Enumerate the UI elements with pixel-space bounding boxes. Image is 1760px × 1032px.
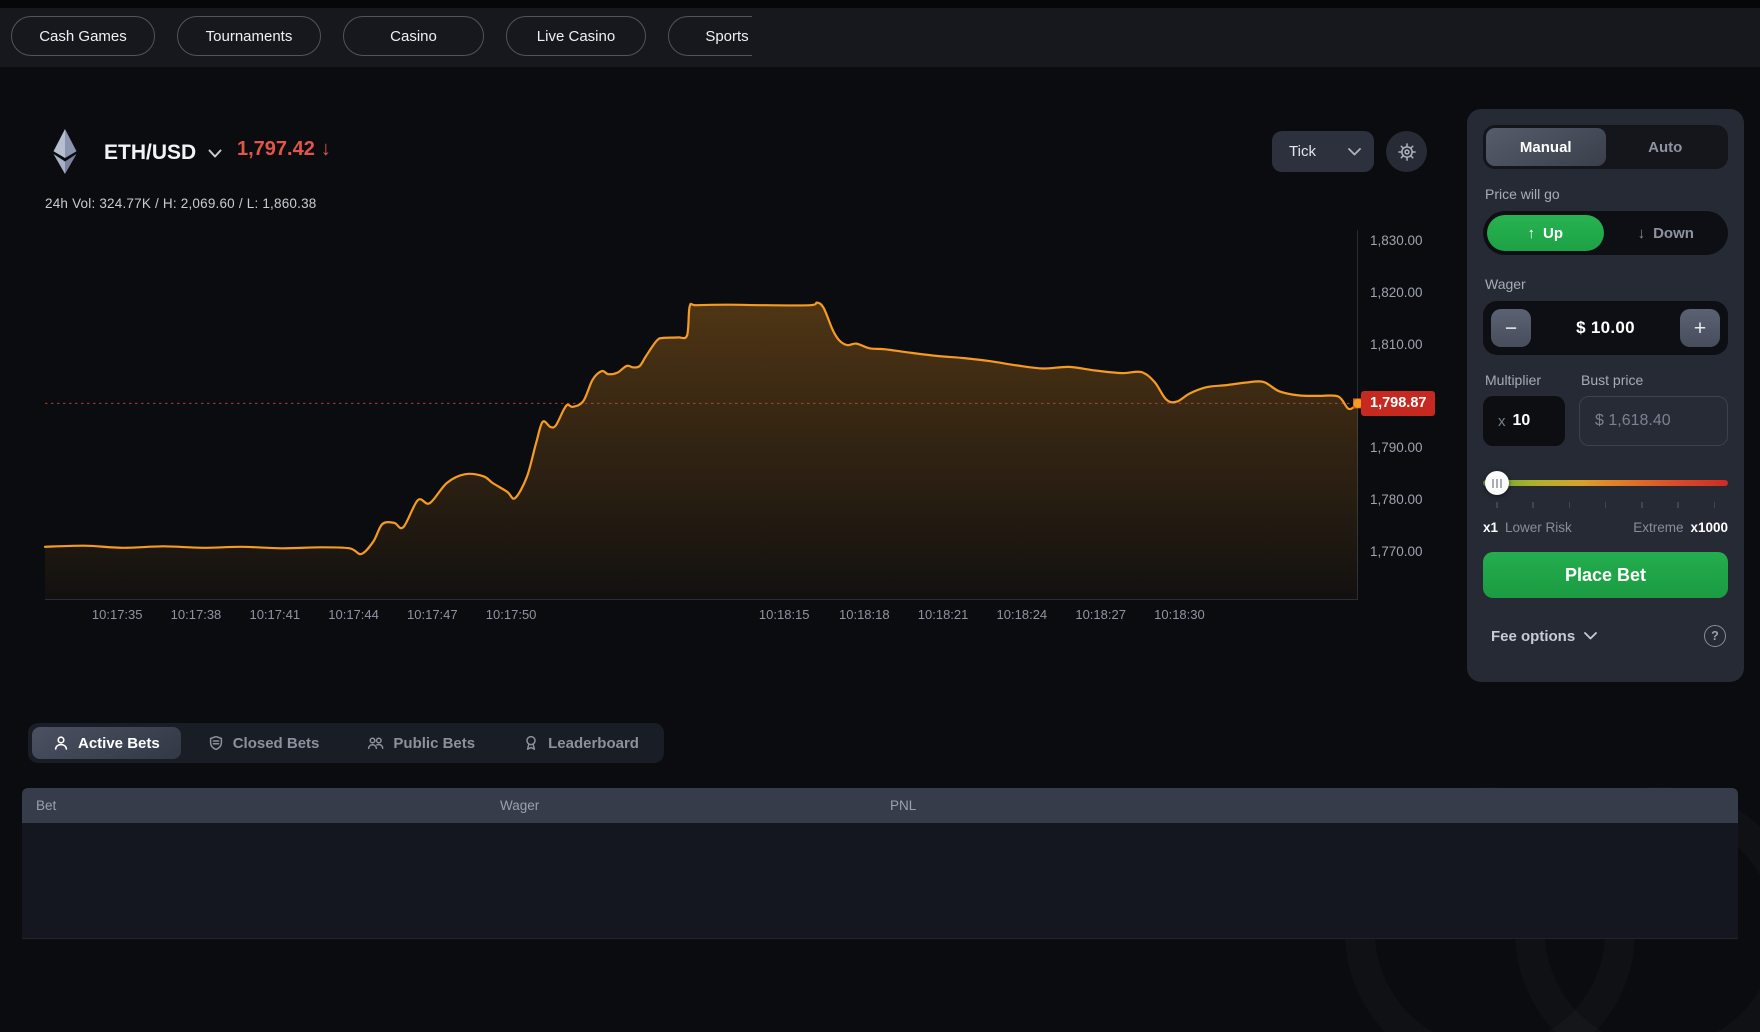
wager-label: Wager [1485, 276, 1728, 292]
x-axis-label: 10:17:38 [171, 607, 222, 622]
nav-buttons: Cash Games Tournaments Casino Live Casino Sp… [11, 16, 752, 58]
risk-slider-track[interactable] [1483, 480, 1728, 486]
x-axis-label: 10:17:50 [486, 607, 537, 622]
x-axis-label: 10:18:18 [839, 607, 890, 622]
nav-button-sports[interactable]: Sports [668, 16, 752, 56]
fee-options-toggle[interactable]: Fee options [1485, 627, 1603, 646]
bust-price-input[interactable]: $ 1,618.40 [1579, 396, 1728, 446]
wager-plus-button[interactable]: + [1680, 309, 1720, 347]
up-button[interactable]: ↑ Up [1487, 215, 1604, 251]
help-button[interactable]: ? [1704, 625, 1726, 647]
risk-min-mult: x1 [1483, 520, 1498, 535]
chevron-down-icon [208, 149, 222, 158]
price-value: 1,797.42 [237, 138, 315, 161]
multiplier-input[interactable]: x 10 [1483, 396, 1565, 446]
nav-button-cash-games[interactable]: Cash Games [11, 16, 155, 56]
y-axis-label: 1,830.00 [1370, 233, 1423, 248]
direction-toggle: ↑ Up ↓ Down [1483, 211, 1728, 255]
bets-table-header: Bet Wager PNL [22, 788, 1738, 823]
place-bet-button[interactable]: Place Bet [1483, 552, 1728, 598]
y-axis-label: 1,780.00 [1370, 492, 1423, 507]
y-axis-label: 1,790.00 [1370, 440, 1423, 455]
interval-value: Tick [1289, 143, 1316, 160]
user-icon [53, 735, 69, 751]
x-axis-label: 10:17:35 [92, 607, 143, 622]
x-axis-label: 10:18:30 [1154, 607, 1205, 622]
mode-tabs: Manual Auto [1483, 125, 1728, 169]
tab-manual[interactable]: Manual [1486, 128, 1606, 166]
down-button[interactable]: ↓ Down [1608, 215, 1725, 251]
chevron-down-icon [1584, 632, 1597, 640]
x-axis-label: 10:18:24 [997, 607, 1048, 622]
tab-leaderboard[interactable]: Leaderboard [502, 727, 660, 759]
top-strip [0, 0, 1760, 8]
tab-closed-bets[interactable]: Closed Bets [187, 727, 341, 759]
risk-slider[interactable] [1483, 471, 1728, 495]
risk-min-text: Lower Risk [1505, 520, 1572, 535]
interval-dropdown[interactable]: Tick [1272, 131, 1374, 172]
chart-settings-button[interactable] [1386, 131, 1427, 172]
risk-slider-ticks [1483, 502, 1728, 508]
tab-active-bets[interactable]: Active Bets [32, 727, 181, 759]
y-axis-label: 1,770.00 [1370, 544, 1423, 559]
pair-selector[interactable]: ETH/USD [98, 134, 228, 172]
tab-public-bets[interactable]: Public Bets [346, 727, 496, 759]
tab-auto[interactable]: Auto [1606, 128, 1726, 166]
trophy-icon [523, 735, 539, 751]
column-header-wager: Wager [500, 788, 539, 823]
direction-label: Price will go [1485, 186, 1728, 202]
users-icon [367, 735, 384, 751]
chevron-down-icon [1348, 148, 1361, 156]
current-price: 1,797.42 ↓ [237, 138, 331, 161]
x-axis-label: 10:18:27 [1075, 607, 1126, 622]
up-arrow-icon: ↑ [1528, 225, 1536, 242]
eth-logo-icon [51, 129, 79, 179]
wager-minus-button[interactable]: − [1491, 309, 1531, 347]
y-axis-label: 1,820.00 [1370, 285, 1423, 300]
risk-max-text: Extreme [1633, 520, 1683, 535]
pair-label: ETH/USD [104, 141, 196, 165]
x-axis-label: 10:18:15 [759, 607, 810, 622]
bet-panel: Manual Auto Price will go ↑ Up ↓ Down Wa… [1467, 109, 1744, 682]
column-header-pnl: PNL [890, 788, 916, 823]
bust-price-label: Bust price [1581, 372, 1728, 388]
risk-max-mult: x1000 [1690, 520, 1728, 535]
column-header-bet: Bet [36, 788, 56, 823]
chart-area-fill [45, 303, 1358, 600]
x-axis-label: 10:18:21 [918, 607, 969, 622]
market-stats: 24h Vol: 324.77K / H: 2,069.60 / L: 1,86… [45, 196, 317, 211]
question-mark-icon: ? [1711, 629, 1719, 643]
trading-app: Cash Games Tournaments Casino Live Casino Sp… [0, 0, 1760, 1032]
risk-labels: x1 Lower Risk Extreme x1000 [1483, 520, 1728, 535]
x-axis-label: 10:17:47 [407, 607, 458, 622]
x-axis: 10:17:35 10:17:38 10:17:41 10:17:44 10:17:47… [45, 607, 1358, 627]
x-axis-label: 10:17:44 [328, 607, 379, 622]
x-axis-label: 10:17:41 [249, 607, 300, 622]
current-price-badge: 1,798.87 [1361, 391, 1435, 416]
risk-slider-knob[interactable] [1485, 471, 1509, 495]
price-down-arrow-icon: ↓ [321, 138, 331, 161]
nav-button-tournaments[interactable]: Tournaments [177, 16, 321, 56]
price-chart [45, 230, 1358, 600]
nav-button-live-casino[interactable]: Live Casino [506, 16, 646, 56]
gear-icon [1396, 141, 1418, 163]
down-arrow-icon: ↓ [1638, 225, 1646, 242]
bets-table-body [22, 823, 1738, 939]
multiplier-label: Multiplier [1485, 372, 1565, 388]
wager-value[interactable]: $ 10.00 [1531, 318, 1680, 338]
nav-button-casino[interactable]: Casino [343, 16, 484, 56]
bets-tabs: Active BetsClosed BetsPublic BetsLeaderb… [28, 723, 664, 763]
wager-stepper: − $ 10.00 + [1483, 301, 1728, 355]
top-navigation: Cash Games Tournaments Casino Live Casino Sp… [0, 0, 1760, 67]
shield-icon [208, 735, 224, 751]
y-axis-label: 1,810.00 [1370, 337, 1423, 352]
